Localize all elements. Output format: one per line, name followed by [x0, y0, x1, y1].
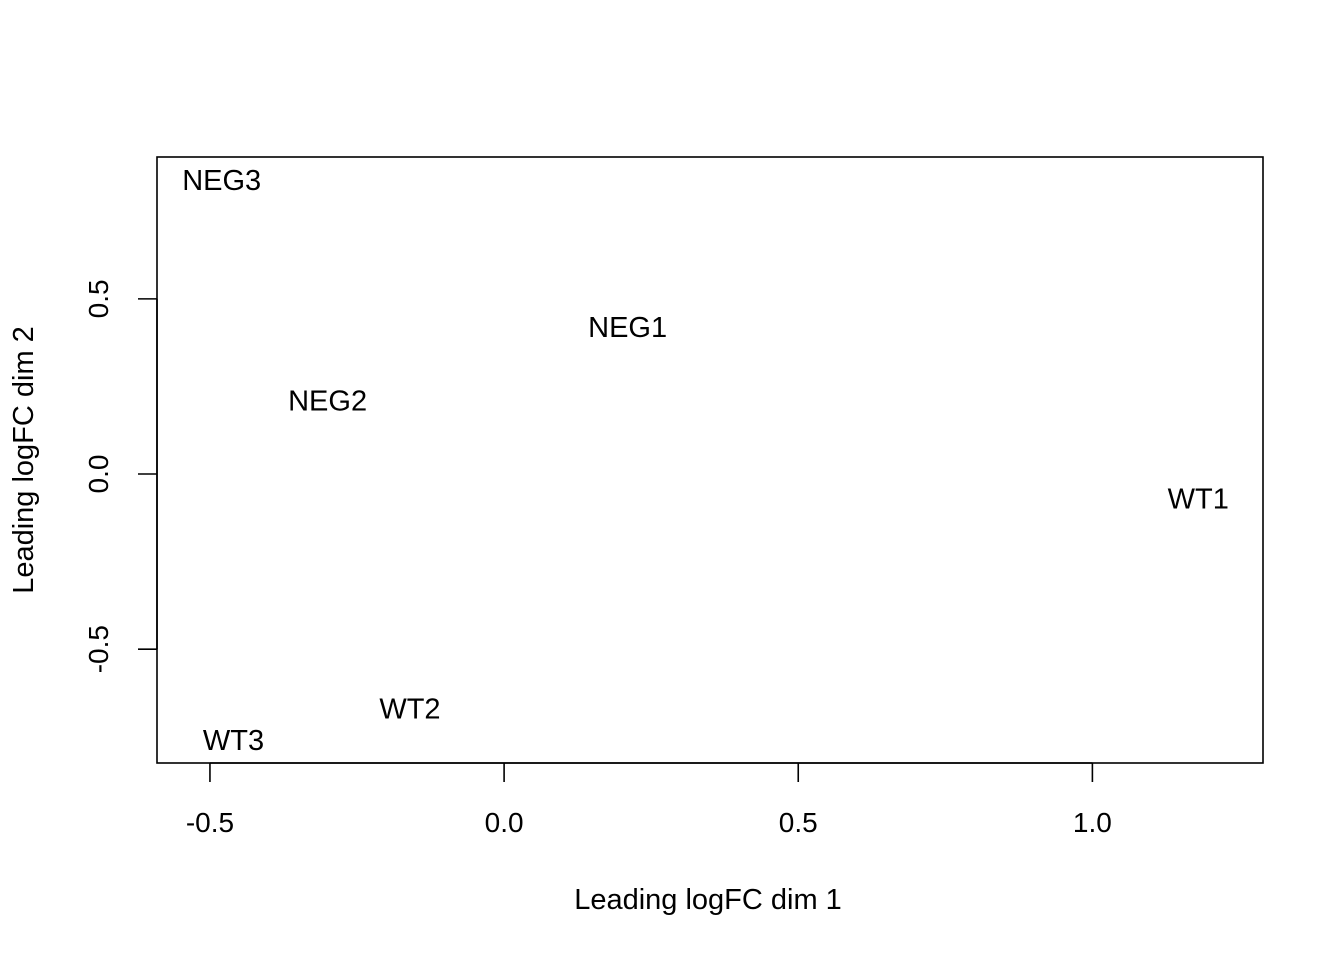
- x-tick-label: 0.5: [779, 807, 818, 838]
- x-tick-label: 0.0: [485, 807, 524, 838]
- x-axis-title: Leading logFC dim 1: [574, 884, 842, 916]
- point-label-wt3: WT3: [203, 725, 264, 757]
- y-tick-label: -0.5: [83, 625, 114, 673]
- point-label-neg3: NEG3: [182, 165, 261, 197]
- point-label-neg1: NEG1: [588, 312, 667, 344]
- point-label-neg2: NEG2: [288, 385, 367, 417]
- point-label-wt2: WT2: [379, 694, 440, 726]
- y-tick-label: 0.0: [83, 455, 114, 494]
- y-axis-title: Leading logFC dim 2: [8, 326, 40, 594]
- y-tick-label: 0.5: [83, 279, 114, 318]
- x-tick-label: -0.5: [186, 807, 234, 838]
- x-tick-label: 1.0: [1073, 807, 1112, 838]
- x-axis: -0.5 0.0 0.5 1.0: [186, 762, 1112, 838]
- y-axis: -0.5 0.0 0.5: [83, 279, 158, 673]
- point-label-wt1: WT1: [1168, 484, 1229, 516]
- data-points: NEG1 NEG2 NEG3 WT1 WT2 WT3: [182, 165, 1229, 757]
- plot-frame: [156, 156, 1264, 764]
